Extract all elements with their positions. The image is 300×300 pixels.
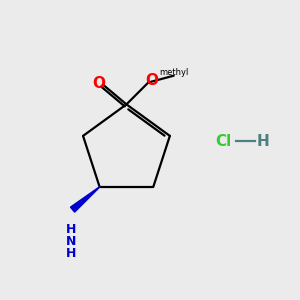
Text: O: O (93, 76, 106, 91)
Text: Cl: Cl (215, 134, 232, 149)
Text: O: O (145, 73, 158, 88)
Text: H
N
H: H N H (66, 223, 76, 260)
Text: methyl: methyl (159, 68, 188, 77)
Polygon shape (70, 187, 100, 212)
Text: H: H (257, 134, 270, 149)
